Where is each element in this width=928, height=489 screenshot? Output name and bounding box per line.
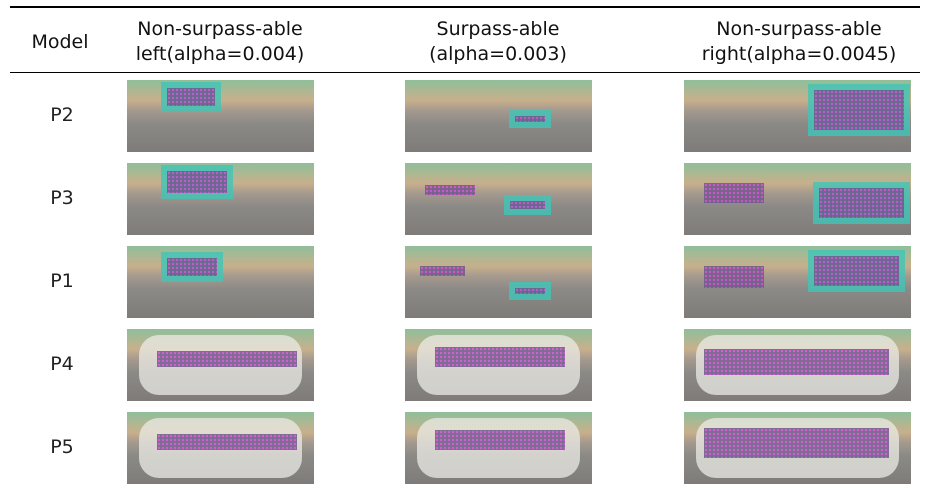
patch — [704, 266, 764, 288]
header-line: Non-surpass-able — [120, 17, 320, 42]
patch — [814, 90, 904, 130]
result-image — [127, 80, 314, 152]
result-image — [405, 80, 592, 152]
result-image — [127, 163, 314, 235]
table-figure: Model Non-surpass-able left(alpha=0.004)… — [0, 0, 928, 489]
patch — [515, 288, 545, 294]
header-line: Surpass-able — [398, 17, 598, 42]
model-label: P2 — [12, 104, 112, 126]
patch — [435, 430, 565, 450]
result-image — [684, 80, 911, 152]
patch — [167, 88, 215, 106]
model-label: P5 — [12, 436, 112, 458]
result-image — [684, 163, 911, 235]
header-line: left(alpha=0.004) — [120, 42, 320, 67]
patch — [167, 258, 217, 276]
header-line: (alpha=0.003) — [398, 42, 598, 67]
model-label: P1 — [12, 270, 112, 292]
result-image — [684, 246, 911, 318]
header-rule — [10, 72, 920, 73]
result-image — [405, 163, 592, 235]
patch — [510, 201, 545, 209]
patch — [425, 185, 475, 195]
header-line: Non-surpass-able — [685, 17, 913, 42]
result-image — [127, 246, 314, 318]
patch — [704, 349, 889, 375]
patch — [704, 428, 889, 458]
column-header: Non-surpass-able right(alpha=0.0045) — [685, 17, 913, 67]
patch — [420, 266, 465, 276]
top-rule — [10, 6, 920, 8]
patch — [435, 347, 565, 367]
patch — [819, 188, 904, 218]
patch — [515, 116, 545, 122]
patch — [167, 171, 227, 193]
result-image — [684, 329, 911, 401]
column-header: Non-surpass-able left(alpha=0.004) — [120, 17, 320, 67]
patch — [157, 351, 297, 367]
result-image — [405, 246, 592, 318]
result-image — [127, 412, 314, 484]
result-image — [684, 412, 911, 484]
patch — [814, 256, 899, 286]
result-image — [127, 329, 314, 401]
header-line: right(alpha=0.0045) — [685, 42, 913, 67]
model-label: P3 — [12, 187, 112, 209]
patch — [704, 183, 764, 203]
column-header: Surpass-able (alpha=0.003) — [398, 17, 598, 67]
patch — [157, 434, 297, 450]
model-label: P4 — [12, 353, 112, 375]
result-image — [405, 329, 592, 401]
result-image — [405, 412, 592, 484]
model-header: Model — [10, 30, 110, 55]
